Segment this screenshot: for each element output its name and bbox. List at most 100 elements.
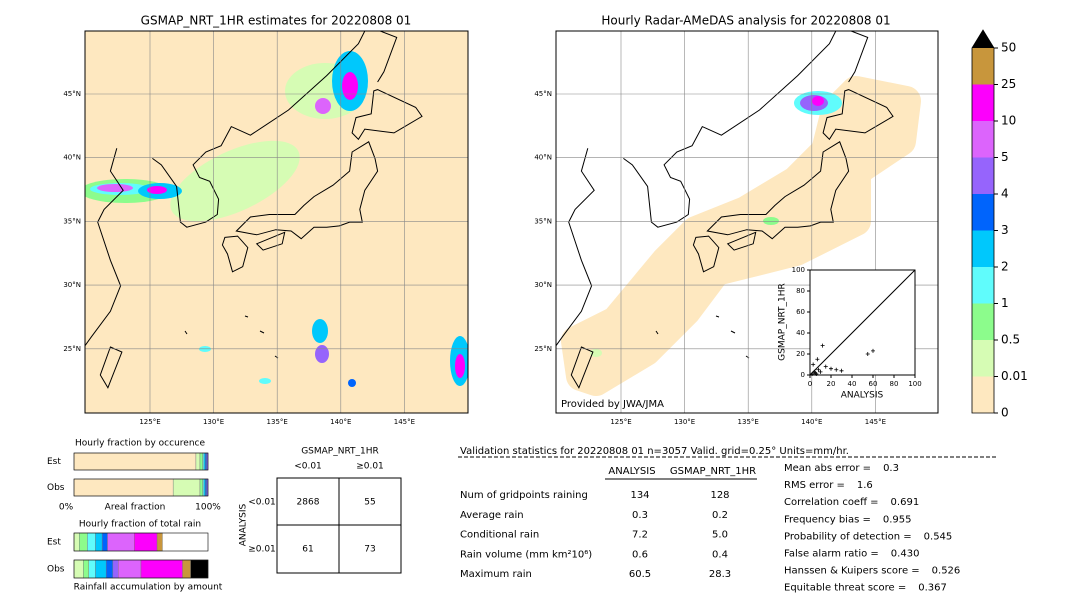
- row-value: 0.2: [712, 510, 728, 521]
- stats-table: ANALYSIS GSMAP_NRT_1HR Num of gridpoints r…: [460, 463, 960, 594]
- colorbar-segment: [972, 267, 994, 304]
- row-label: <0.01: [248, 498, 276, 508]
- score-label: Frequency bias =: [784, 514, 871, 525]
- lon-label: 125°E: [610, 418, 631, 426]
- bar-segment: [203, 478, 206, 497]
- colorbar-frame: [971, 29, 995, 414]
- lat-label: 25°N: [63, 345, 81, 353]
- colorbar-label: 50: [1001, 41, 1016, 55]
- score-label: Hanssen & Kuipers score =: [784, 566, 920, 577]
- bar-frame: [73, 452, 209, 471]
- bar-label: Obs: [47, 565, 65, 575]
- col-label: ≥0.01: [356, 462, 384, 472]
- scatter-y-label: GSMAP_NRT_1HR: [778, 283, 788, 361]
- lat-label: 45°N: [534, 90, 552, 98]
- score-value: 0.691: [891, 497, 920, 508]
- point: [813, 370, 818, 375]
- point: [816, 367, 821, 372]
- occurrence-title: Hourly fraction by occurence: [75, 439, 205, 449]
- row-value: 5.0: [712, 530, 728, 541]
- colorbar-label: 25: [1001, 77, 1016, 91]
- score-label: False alarm ratio =: [784, 549, 879, 560]
- row-value: 0.6: [632, 549, 648, 560]
- x-tick-label: 100: [908, 380, 921, 388]
- point: [829, 366, 833, 371]
- rain-field: [556, 31, 921, 396]
- bar-segment: [182, 559, 191, 579]
- contingency-col-title: GSMAP_NRT_1HR: [301, 447, 379, 457]
- left-map: [84, 30, 469, 414]
- bar-segment: [203, 452, 206, 471]
- fraction-bars: Est Obs Est Obs: [47, 452, 209, 579]
- bar-segment: [205, 478, 207, 497]
- colorbar-segment: [972, 303, 994, 340]
- point: [839, 368, 844, 373]
- colorbar-label: 10: [1001, 114, 1016, 128]
- lat-label: 35°N: [534, 217, 552, 225]
- colorbar-segment: [972, 340, 994, 377]
- lon-label: 140°E: [330, 418, 351, 426]
- cell: 55: [364, 498, 375, 508]
- colorbar-label: 4: [1001, 187, 1009, 201]
- lat-label: 30°N: [534, 281, 552, 289]
- row-value: 0.3: [632, 510, 648, 521]
- bar-label: Est: [47, 538, 61, 548]
- score-value: 1.6: [857, 480, 873, 491]
- colorbar-label: 1: [1001, 296, 1009, 310]
- row-value: 0.4: [712, 549, 728, 560]
- bar-segment: [156, 532, 163, 552]
- score-value: 0.545: [924, 531, 953, 542]
- colorbar-segment: [972, 230, 994, 267]
- scatter-x-label: ANALYSIS: [841, 391, 884, 401]
- cell: 61: [302, 545, 313, 555]
- y-tick-label: 40: [796, 329, 805, 337]
- colorbar: 0 0.01 0.5 1 2 3 4 5 10 25 50: [971, 29, 1028, 420]
- colorbar-segment: [972, 194, 994, 231]
- scatter: 0 20 40 60 80 100 0 20 40 60 80 100: [792, 266, 922, 388]
- total-rain-title: Hourly fraction of total rain: [79, 520, 201, 530]
- lat-label: 40°N: [63, 154, 81, 162]
- bar-segment: [101, 532, 108, 552]
- bar-segment: [73, 532, 80, 552]
- row-label: Maximum rain: [460, 569, 532, 580]
- score-value: 0.3: [883, 463, 899, 474]
- contingency: <0.01 ≥0.01 <0.01 ≥0.01 2868 55 61 73: [248, 462, 384, 555]
- colorbar-segment: [972, 376, 994, 413]
- bar-frame: [73, 532, 209, 552]
- colorbar-extend: [972, 30, 994, 48]
- x-tick-label: 60: [869, 380, 878, 388]
- score-value: 0.430: [891, 549, 920, 560]
- row-value: 28.3: [709, 569, 731, 580]
- bar-segment: [88, 559, 96, 579]
- bar-segment: [202, 478, 205, 497]
- row-label: Average rain: [460, 510, 524, 521]
- row-label: Conditional rain: [460, 530, 539, 541]
- axis-left: 0%: [59, 503, 74, 513]
- col-label: <0.01: [294, 462, 322, 472]
- y-tick-label: 80: [796, 287, 805, 295]
- score-value: 0.367: [918, 583, 947, 594]
- colorbar-label: 0.01: [1001, 369, 1028, 383]
- point: [820, 343, 825, 348]
- right-map-title: Hourly Radar-AMeDAS analysis for 2022080…: [601, 14, 890, 28]
- colorbar-label: 0.5: [1001, 333, 1020, 347]
- row-value: 7.2: [632, 530, 648, 541]
- lat-label: 40°N: [534, 154, 552, 162]
- bar-frame: [73, 478, 209, 497]
- lon-label: 145°E: [394, 418, 415, 426]
- bar-segment: [95, 559, 107, 579]
- total-rain-xlabel: Rainfall accumulation by amount: [74, 583, 223, 593]
- bar-segment: [134, 532, 158, 552]
- column-header: GSMAP_NRT_1HR: [670, 466, 756, 477]
- bar-segment: [73, 478, 174, 497]
- point: [818, 369, 823, 374]
- row-label: Rain volume (mm km²10⁶): [460, 549, 592, 560]
- score-label: Probability of detection =: [784, 531, 912, 542]
- colorbar-label: 0: [1001, 406, 1009, 420]
- bar-segment: [205, 452, 207, 471]
- contingency-row-title: ANALYSIS: [239, 503, 249, 546]
- colorbar-segment: [972, 157, 994, 194]
- point: [811, 362, 816, 367]
- x-tick-label: 20: [827, 380, 836, 388]
- lon-label: 125°E: [139, 418, 160, 426]
